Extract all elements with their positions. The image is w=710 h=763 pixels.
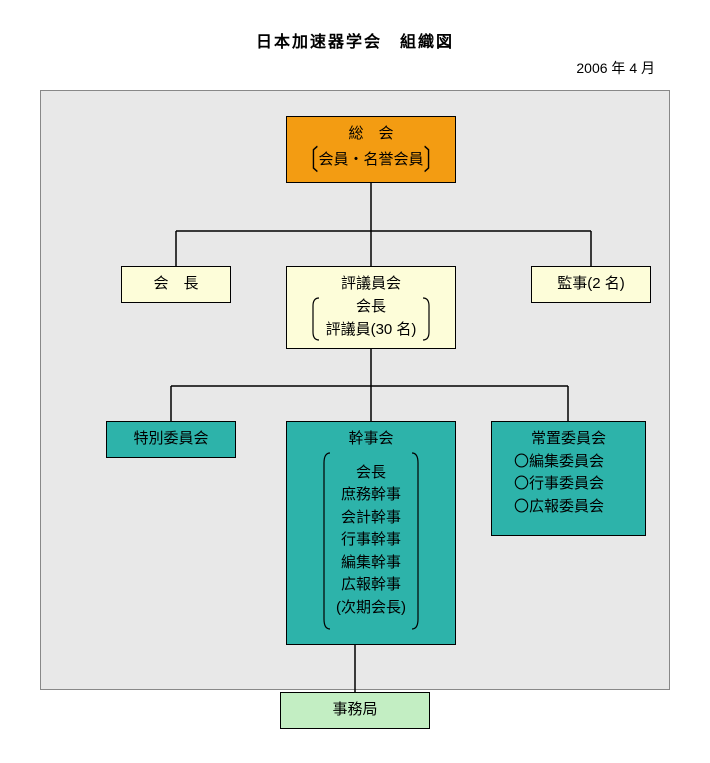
standing-title: 常置委員会 xyxy=(496,428,641,451)
secretariat-member: 庶務幹事 xyxy=(336,484,406,507)
special-label: 特別委員会 xyxy=(133,430,208,447)
secretariat-member: 会長 xyxy=(336,462,406,485)
page-title: 日本加速器学会 組織図 xyxy=(256,28,454,52)
secretariat-member: 編集幹事 xyxy=(336,552,406,575)
bracket-left-icon: 〔 xyxy=(298,140,318,182)
bracket-left-icon xyxy=(311,296,321,342)
org-chart-container: 総 会 〔 会員・名誉会員 〕 会 長 評議員会 会長 評議員(30 名) 監事… xyxy=(40,90,670,690)
office-label: 事務局 xyxy=(332,701,377,718)
bracket-left-icon xyxy=(322,451,332,631)
box-standing-committee: 常置委員会 〇編集委員会〇行事委員会〇広報委員会 xyxy=(491,421,646,536)
standing-subcommittee: 〇編集委員会 xyxy=(514,451,641,474)
secretariat-member: 広報幹事 xyxy=(336,574,406,597)
box-special-committee: 特別委員会 xyxy=(106,421,236,458)
secretariat-members: 会長庶務幹事会計幹事行事幹事編集幹事広報幹事(次期会長) xyxy=(336,462,406,620)
bracket-right-icon xyxy=(410,451,420,631)
standing-subcommittee: 〇広報委員会 xyxy=(514,496,641,519)
president-label: 会 長 xyxy=(153,275,198,292)
council-line1: 評議員会 xyxy=(291,273,451,296)
bracket-right-icon: 〕 xyxy=(424,140,444,182)
council-line2: 会長 xyxy=(326,296,417,319)
box-auditor: 監事(2 名) xyxy=(531,266,651,303)
box-council: 評議員会 会長 評議員(30 名) xyxy=(286,266,456,349)
auditor-label: 監事(2 名) xyxy=(557,275,625,292)
secretariat-title: 幹事会 xyxy=(291,428,451,451)
box-secretariat-meeting: 幹事会 会長庶務幹事会計幹事行事幹事編集幹事広報幹事(次期会長) xyxy=(286,421,456,645)
box-office: 事務局 xyxy=(280,692,430,729)
council-line3: 評議員(30 名) xyxy=(326,319,417,342)
secretariat-member: 会計幹事 xyxy=(336,507,406,530)
general-line2: 会員・名誉会員 xyxy=(318,149,423,172)
page-date: 2006 年 4 月 xyxy=(576,58,655,78)
standing-list: 〇編集委員会〇行事委員会〇広報委員会 xyxy=(496,451,641,519)
secretariat-member: 行事幹事 xyxy=(336,529,406,552)
standing-subcommittee: 〇行事委員会 xyxy=(514,473,641,496)
bracket-right-icon xyxy=(421,296,431,342)
secretariat-member: (次期会長) xyxy=(336,597,406,620)
box-general-assembly: 総 会 〔 会員・名誉会員 〕 xyxy=(286,116,456,183)
box-president: 会 長 xyxy=(121,266,231,303)
